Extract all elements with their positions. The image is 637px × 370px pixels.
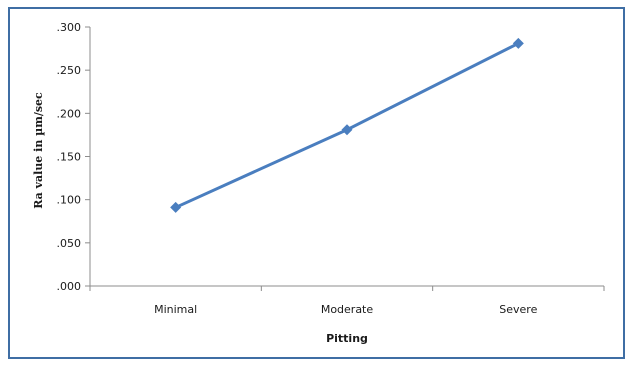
y-axis-title: Ra value in µm/sec [32, 92, 45, 209]
y-tick-label: .200 [57, 107, 82, 120]
y-tick-label: .000 [57, 280, 82, 293]
data-point-minimal [170, 201, 182, 213]
y-tick-label: .300 [57, 21, 82, 34]
x-tick-label: Minimal [154, 303, 197, 316]
data-point-moderate [341, 124, 353, 136]
data-point-severe [512, 37, 524, 49]
series-layer [170, 37, 524, 213]
y-axis-ticks: .300 .250 .200 .150 .100 .050 .000 [57, 21, 90, 293]
x-tick-label: Moderate [321, 303, 374, 316]
chart-frame: .300 .250 .200 .150 .100 .050 .000 Minimal Mode… [8, 7, 625, 359]
x-axis-ticks: Minimal Moderate Severe [89, 286, 605, 316]
y-tick-label: .050 [57, 237, 82, 250]
y-tick-label: .250 [57, 64, 82, 77]
x-tick-label: Severe [499, 303, 537, 316]
line-chart: .300 .250 .200 .150 .100 .050 .000 Minimal Mode… [32, 21, 605, 345]
x-axis-title: Pitting [326, 332, 368, 345]
y-tick-label: .150 [57, 151, 82, 164]
y-tick-label: .100 [57, 194, 82, 207]
